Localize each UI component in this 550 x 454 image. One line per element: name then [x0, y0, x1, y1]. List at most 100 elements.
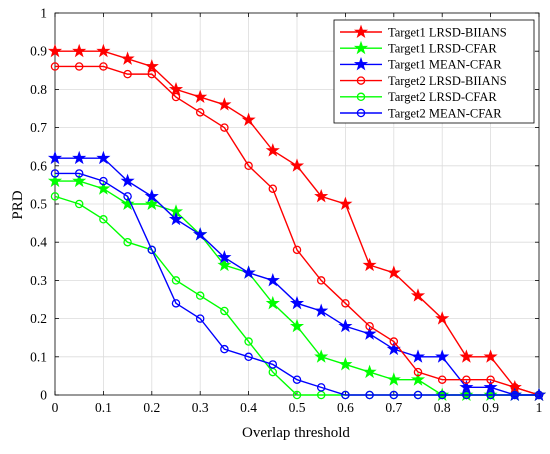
data-point	[292, 245, 302, 255]
x-tick-label: 0.3	[192, 400, 209, 415]
y-tick-label: 0.7	[30, 120, 47, 135]
data-point	[289, 318, 305, 333]
data-point	[171, 276, 181, 285]
data-point	[99, 176, 108, 186]
data-point	[244, 161, 253, 171]
data-point	[314, 349, 329, 363]
data-point	[74, 169, 84, 178]
data-point	[483, 379, 498, 394]
legend-box	[333, 19, 535, 124]
x-tick-label: 0.4	[240, 400, 257, 415]
x-tick-label: 0.9	[482, 400, 499, 415]
data-point	[338, 318, 353, 333]
data-point	[486, 375, 495, 384]
data-point	[462, 375, 471, 384]
data-point	[244, 337, 253, 346]
data-point	[341, 390, 350, 400]
legend-entry-label: Target2 LRSD-CFAR	[388, 90, 497, 104]
data-point	[193, 89, 208, 104]
data-point	[437, 390, 447, 400]
data-point	[144, 196, 159, 210]
series-6	[50, 169, 544, 400]
data-point	[410, 349, 426, 363]
legend-marker	[353, 56, 369, 71]
y-tick-label: 0.3	[30, 273, 47, 288]
data-point	[389, 390, 399, 400]
data-point	[144, 188, 159, 203]
data-point	[171, 92, 181, 102]
data-point	[47, 150, 63, 165]
data-point	[289, 295, 305, 310]
series-lines	[47, 43, 547, 401]
data-point	[144, 59, 159, 73]
series-line	[55, 65, 540, 396]
data-point	[365, 390, 374, 400]
data-point	[534, 390, 544, 400]
data-point	[410, 372, 426, 386]
data-point	[220, 306, 229, 316]
legend-entry-label: Target1 LRSD-BIIANS	[388, 25, 507, 39]
data-point	[96, 43, 111, 58]
data-point	[341, 299, 350, 308]
data-point	[362, 326, 377, 340]
data-point	[72, 43, 87, 58]
data-point	[168, 81, 184, 96]
data-point	[74, 199, 84, 209]
x-tick-label: 0.6	[337, 400, 354, 415]
y-tick-label: 0.6	[30, 158, 47, 173]
data-point	[435, 349, 450, 363]
data-point	[413, 390, 423, 400]
data-point	[314, 303, 329, 317]
legend-marker	[356, 108, 366, 118]
data-point	[338, 196, 353, 210]
data-point	[50, 169, 60, 178]
data-point	[316, 383, 326, 392]
x-tick-label: 0.2	[143, 400, 160, 415]
data-point	[435, 311, 450, 325]
legend-marker	[353, 24, 369, 38]
x-tick-label: 0.5	[289, 400, 306, 415]
data-point	[195, 108, 205, 117]
y-tick-label: 0.2	[30, 311, 47, 326]
data-point	[362, 364, 377, 379]
data-point	[389, 337, 399, 346]
data-point	[268, 184, 278, 193]
legend-entry-label: Target2 LRSD-BIIANS	[388, 74, 507, 88]
data-point	[486, 390, 495, 400]
data-point	[241, 112, 256, 126]
data-point	[195, 314, 205, 323]
data-point	[510, 390, 520, 400]
data-point	[292, 390, 302, 400]
data-point	[292, 375, 302, 384]
data-point	[217, 97, 232, 111]
data-point	[171, 299, 181, 308]
data-point	[123, 192, 132, 201]
data-point	[72, 150, 87, 165]
data-point	[147, 245, 157, 255]
legend-entry-label: Target1 MEAN-CFAR	[388, 58, 502, 72]
legend-entry-label: Target2 MEAN-CFAR	[388, 106, 502, 120]
data-point	[386, 265, 401, 279]
data-point	[123, 237, 132, 247]
data-point	[362, 257, 377, 272]
x-axis-label: Overlap threshold	[242, 425, 350, 441]
data-point	[123, 69, 132, 79]
data-point	[99, 215, 108, 224]
data-point	[386, 372, 401, 386]
legend-entry-label: Target1 LRSD-CFAR	[388, 42, 497, 56]
data-point	[462, 390, 471, 400]
data-point	[96, 181, 111, 195]
data-point	[96, 150, 111, 165]
legend-marker	[353, 40, 369, 55]
axis-ticks: 0 0.1 0.2 0.3 0.4 0.5 0.6 0.7 0.8 0.9 1 0 0.1 0.2 0.3 0…	[30, 6, 542, 416]
legend-marker	[356, 92, 366, 102]
x-tick-label: 0.7	[385, 400, 402, 415]
x-tick-label: 0.8	[434, 400, 451, 415]
data-point	[220, 123, 229, 132]
y-tick-label: 0.9	[30, 44, 47, 59]
y-tick-label: 0.1	[30, 349, 47, 364]
data-point	[483, 349, 498, 363]
data-point	[47, 173, 63, 188]
y-tick-label: 0.8	[30, 82, 47, 97]
series-line	[55, 172, 539, 396]
